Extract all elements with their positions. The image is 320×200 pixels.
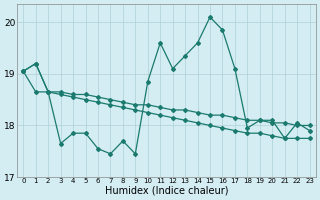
X-axis label: Humidex (Indice chaleur): Humidex (Indice chaleur) <box>105 186 228 196</box>
